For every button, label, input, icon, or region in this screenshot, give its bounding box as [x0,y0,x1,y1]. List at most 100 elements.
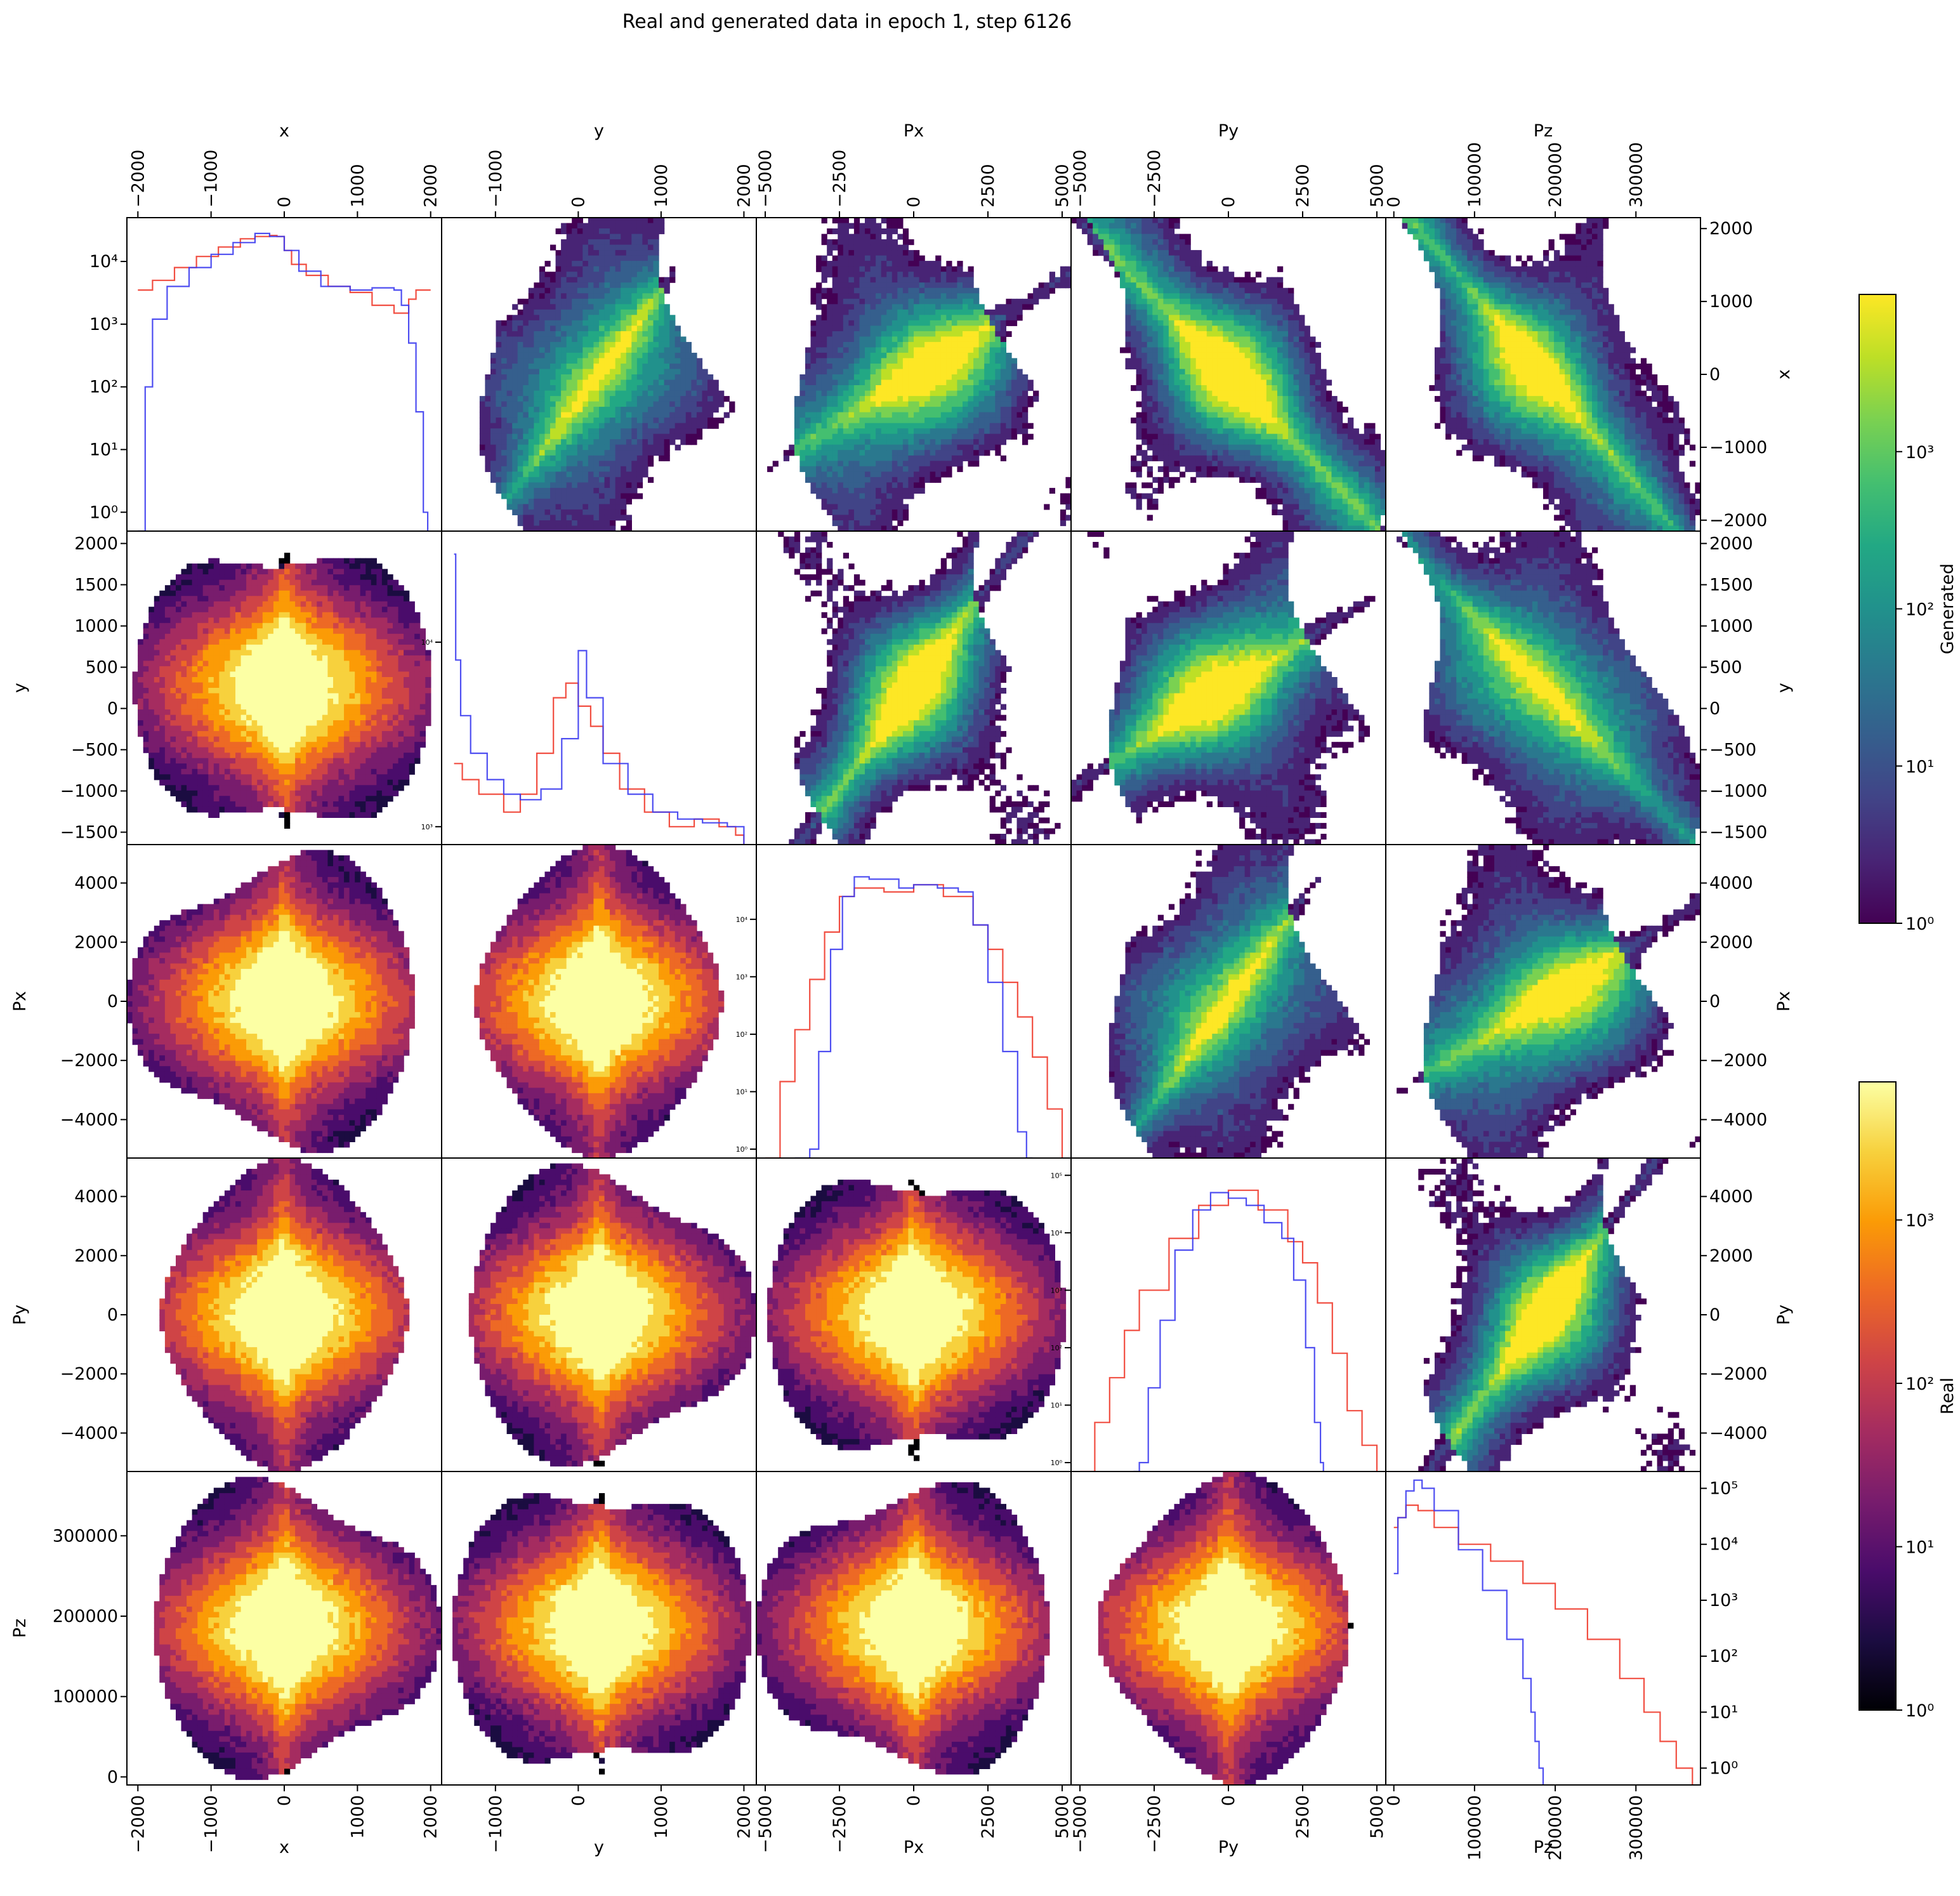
heatmap-cell [930,369,936,375]
heatmap-cell [1206,407,1213,413]
heatmap-cell [1223,412,1229,418]
heatmap-cell [517,309,523,315]
heatmap-cell [1125,320,1131,326]
heatmap-cell [1217,320,1224,326]
heatmap-cell [978,407,985,413]
heatmap-cell [1266,341,1273,348]
heatmap-cell [838,336,844,343]
heatmap-cell [1282,369,1289,375]
heatmap-cell [827,487,833,494]
heatmap-cell [593,439,600,445]
heatmap-cell [881,461,887,467]
heatmap-cell [615,331,621,337]
heatmap-cell [1185,455,1191,461]
heatmap-cell [561,266,567,272]
heatmap-cell [512,493,518,499]
heatmap-cell [843,223,849,229]
heatmap-cell [1266,309,1273,315]
heatmap-cell [881,493,887,499]
heatmap-cell [897,320,904,326]
heatmap-cell [550,277,556,283]
heatmap-cell [1000,374,1006,381]
heatmap-cell [561,525,567,531]
heatmap-cell [891,482,898,489]
heatmap-cell [859,509,865,515]
heatmap-cell [914,250,920,256]
heatmap-cell [1157,320,1164,326]
heatmap-cell [1288,482,1294,489]
heatmap-cell [859,450,865,456]
heatmap-cell [1174,331,1180,337]
heatmap-cell [626,471,632,478]
heatmap-cell [1250,401,1256,407]
heatmap-cell [984,412,990,418]
heatmap-cell [968,347,974,353]
heatmap-cell [816,347,822,353]
heatmap-cell [636,239,643,246]
heatmap-cell [1228,455,1235,461]
heatmap-cell [1293,347,1299,353]
heatmap-cell [642,396,648,402]
heatmap-cell [1136,444,1142,451]
heatmap-cell [582,407,589,413]
heatmap-cell [859,250,865,256]
heatmap-cell [610,261,616,267]
heatmap-cell [908,477,914,483]
heatmap-cell [859,423,865,429]
heatmap-cell [490,455,497,461]
heatmap-cell [490,401,497,407]
heatmap-cell [902,461,909,467]
heatmap-cell [1141,455,1148,461]
heatmap-cell [615,466,621,472]
heatmap-cell [968,352,974,359]
heatmap-cell [1190,352,1197,359]
heatmap-cell [577,439,583,445]
heatmap-cell [582,515,589,521]
heatmap-cell [550,304,556,310]
heatmap-cell [1011,433,1018,440]
heatmap-cell [968,266,974,272]
heatmap-cell [848,277,855,283]
heatmap-cell [550,520,556,527]
heatmap-cell [843,401,849,407]
heatmap-cell [1288,423,1294,429]
heatmap-cell [636,466,643,472]
heatmap-cell [577,272,583,278]
heatmap-cell [496,326,502,332]
heatmap-cell [821,234,827,240]
heatmap-cell [897,223,904,229]
heatmap-cell [1016,304,1023,310]
heatmap-cell [636,341,643,348]
heatmap-cell [902,277,909,283]
heatmap-cell [577,266,583,272]
heatmap-cell [914,358,920,364]
heatmap-cell [957,347,963,353]
heatmap-cell [593,444,600,451]
heatmap-cell [544,385,551,392]
heatmap-cell [838,239,844,246]
heatmap-cell [1157,250,1164,256]
heatmap-cell [561,304,567,310]
heatmap-cell [517,439,523,445]
heatmap-cell [891,379,898,386]
heatmap-cell [1212,277,1218,283]
heatmap-cell [1217,364,1224,370]
heatmap-cell [783,455,789,461]
heatmap-cell [1114,255,1121,261]
heatmap-cell [870,390,876,397]
heatmap-cell [1108,228,1115,235]
heatmap-cell [572,396,578,402]
heatmap-cell [1277,390,1284,397]
heatmap-cell [1228,450,1235,456]
heatmap-cell [636,244,643,251]
heatmap-cell [636,347,643,353]
heatmap-cell [572,487,578,494]
heatmap-cell [1131,261,1137,267]
heatmap-cell [968,287,974,294]
heatmap-cell [610,433,616,440]
heatmap-cell [577,293,583,300]
heatmap-cell [827,385,833,392]
heatmap-cell [1195,390,1202,397]
heatmap-cell [599,352,605,359]
heatmap-cell [621,461,627,467]
